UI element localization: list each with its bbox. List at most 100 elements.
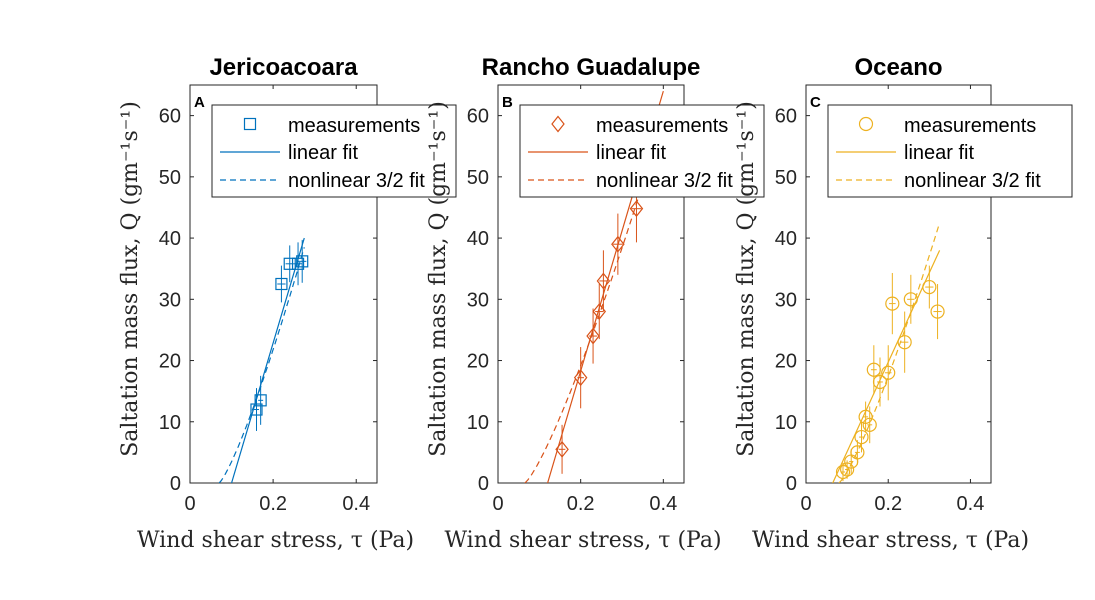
y-tick-label: 0 bbox=[478, 473, 489, 495]
marker-square bbox=[275, 277, 288, 291]
legend-label-nonlinear: nonlinear 3/2 fit bbox=[596, 170, 733, 192]
y-tick-label: 30 bbox=[775, 289, 797, 311]
marker-circle bbox=[885, 296, 900, 311]
data-point bbox=[903, 274, 918, 324]
panel-letter: A bbox=[194, 94, 205, 111]
data-point bbox=[897, 311, 912, 373]
nonlinear-fit-line bbox=[838, 222, 941, 483]
y-tick-label: 0 bbox=[786, 473, 797, 495]
marker-circle bbox=[872, 374, 888, 390]
marker-circle bbox=[840, 462, 855, 477]
plot-area bbox=[218, 237, 309, 483]
marker-circle bbox=[850, 445, 865, 460]
legend-box bbox=[211, 104, 457, 198]
data-point bbox=[930, 284, 945, 340]
nonlinear-fit-line bbox=[218, 247, 305, 483]
y-tick-label: 30 bbox=[467, 289, 489, 311]
marker-diamond bbox=[629, 200, 644, 218]
x-tick-label: 0.2 bbox=[567, 493, 595, 515]
x-tick-label: 0 bbox=[492, 493, 503, 515]
x-tick-label: 0 bbox=[184, 493, 195, 515]
y-tick-label: 10 bbox=[775, 412, 797, 434]
marker-circle bbox=[858, 116, 874, 132]
y-tick-label: 20 bbox=[775, 351, 797, 373]
data-point bbox=[573, 347, 588, 409]
data-point bbox=[611, 213, 625, 275]
marker-diamond bbox=[596, 272, 611, 290]
data-point bbox=[872, 357, 888, 407]
y-tick-label: 50 bbox=[467, 167, 489, 189]
marker-square bbox=[291, 257, 305, 270]
marker-diamond bbox=[573, 369, 588, 387]
chart-title: Oceano bbox=[854, 54, 942, 81]
data-point bbox=[922, 265, 937, 309]
marker-square bbox=[254, 394, 267, 407]
data-point bbox=[850, 440, 865, 465]
marker-diamond bbox=[555, 440, 569, 458]
y-tick-label: 0 bbox=[170, 473, 181, 495]
legend-label-linear: linear fit bbox=[904, 142, 974, 164]
marker-circle bbox=[897, 335, 912, 350]
marker-circle bbox=[930, 304, 945, 319]
legend-label-measurements: measurements bbox=[904, 115, 1036, 137]
y-tick-label: 10 bbox=[159, 412, 181, 434]
x-tick-label: 0.4 bbox=[342, 493, 370, 515]
x-tick-label: 0.2 bbox=[874, 493, 902, 515]
marker-diamond bbox=[611, 235, 625, 253]
marker-circle bbox=[854, 429, 869, 445]
y-tick-label: 20 bbox=[159, 351, 181, 373]
y-tick-label: 50 bbox=[159, 167, 181, 189]
data-point bbox=[840, 460, 855, 479]
panel-c: 0 0.2 0.4 0 10 20 30 40 50 60 Oceano C Wind shear st… bbox=[734, 54, 1073, 553]
data-point bbox=[291, 242, 305, 286]
y-axis-label: Saltation mass flux, Q (gm⁻¹s⁻¹) bbox=[118, 101, 143, 457]
marker-diamond bbox=[551, 115, 565, 133]
data-point bbox=[275, 265, 288, 303]
legend: measurements linear fit nonlinear 3/2 fit bbox=[827, 104, 1073, 198]
marker-circle bbox=[881, 365, 896, 380]
data-point bbox=[854, 421, 869, 453]
y-tick-label: 40 bbox=[775, 228, 797, 250]
legend-label-linear: linear fit bbox=[596, 142, 666, 164]
y-tick-label: 10 bbox=[467, 412, 489, 434]
x-axis-label: Wind shear stress, τ (Pa) bbox=[444, 528, 721, 553]
legend-label-nonlinear: nonlinear 3/2 fit bbox=[288, 170, 425, 192]
y-tick-label: 60 bbox=[467, 106, 489, 128]
x-tick-label: 0.4 bbox=[957, 493, 985, 515]
legend-label-linear: linear fit bbox=[288, 142, 358, 164]
y-tick-label: 60 bbox=[775, 106, 797, 128]
panel-letter: B bbox=[502, 94, 513, 111]
chart-title: Rancho Guadalupe bbox=[482, 54, 701, 81]
x-tick-label: 0 bbox=[800, 493, 811, 515]
x-tick-label: 0.2 bbox=[259, 493, 287, 515]
y-axis-label: Saltation mass flux, Q (gm⁻¹s⁻¹) bbox=[426, 101, 451, 457]
data-point bbox=[858, 401, 873, 433]
marker-diamond bbox=[586, 327, 600, 345]
legend-label-measurements: measurements bbox=[288, 115, 420, 137]
y-tick-label: 30 bbox=[159, 289, 181, 311]
plot-area bbox=[832, 222, 945, 483]
y-tick-label: 20 bbox=[467, 351, 489, 373]
legend-label-measurements: measurements bbox=[596, 115, 728, 137]
marker-circle bbox=[862, 417, 877, 432]
marker-square bbox=[296, 255, 309, 268]
y-tick-label: 40 bbox=[159, 228, 181, 250]
x-tick-label: 0.4 bbox=[649, 493, 677, 515]
marker-circle bbox=[922, 279, 937, 295]
data-point bbox=[254, 375, 267, 425]
y-tick-label: 40 bbox=[467, 228, 489, 250]
data-point bbox=[596, 250, 611, 312]
data-point bbox=[555, 424, 569, 474]
data-point bbox=[885, 272, 900, 335]
marker-circle bbox=[903, 292, 918, 307]
data-point bbox=[296, 239, 309, 283]
marker-square bbox=[243, 117, 257, 131]
data-point bbox=[586, 308, 600, 364]
y-axis-label: Saltation mass flux, Q (gm⁻¹s⁻¹) bbox=[734, 101, 759, 457]
linear-fit-line bbox=[230, 237, 305, 483]
nonlinear-fit-line bbox=[524, 170, 648, 483]
data-point bbox=[881, 345, 896, 401]
panel-letter: C bbox=[810, 94, 821, 111]
